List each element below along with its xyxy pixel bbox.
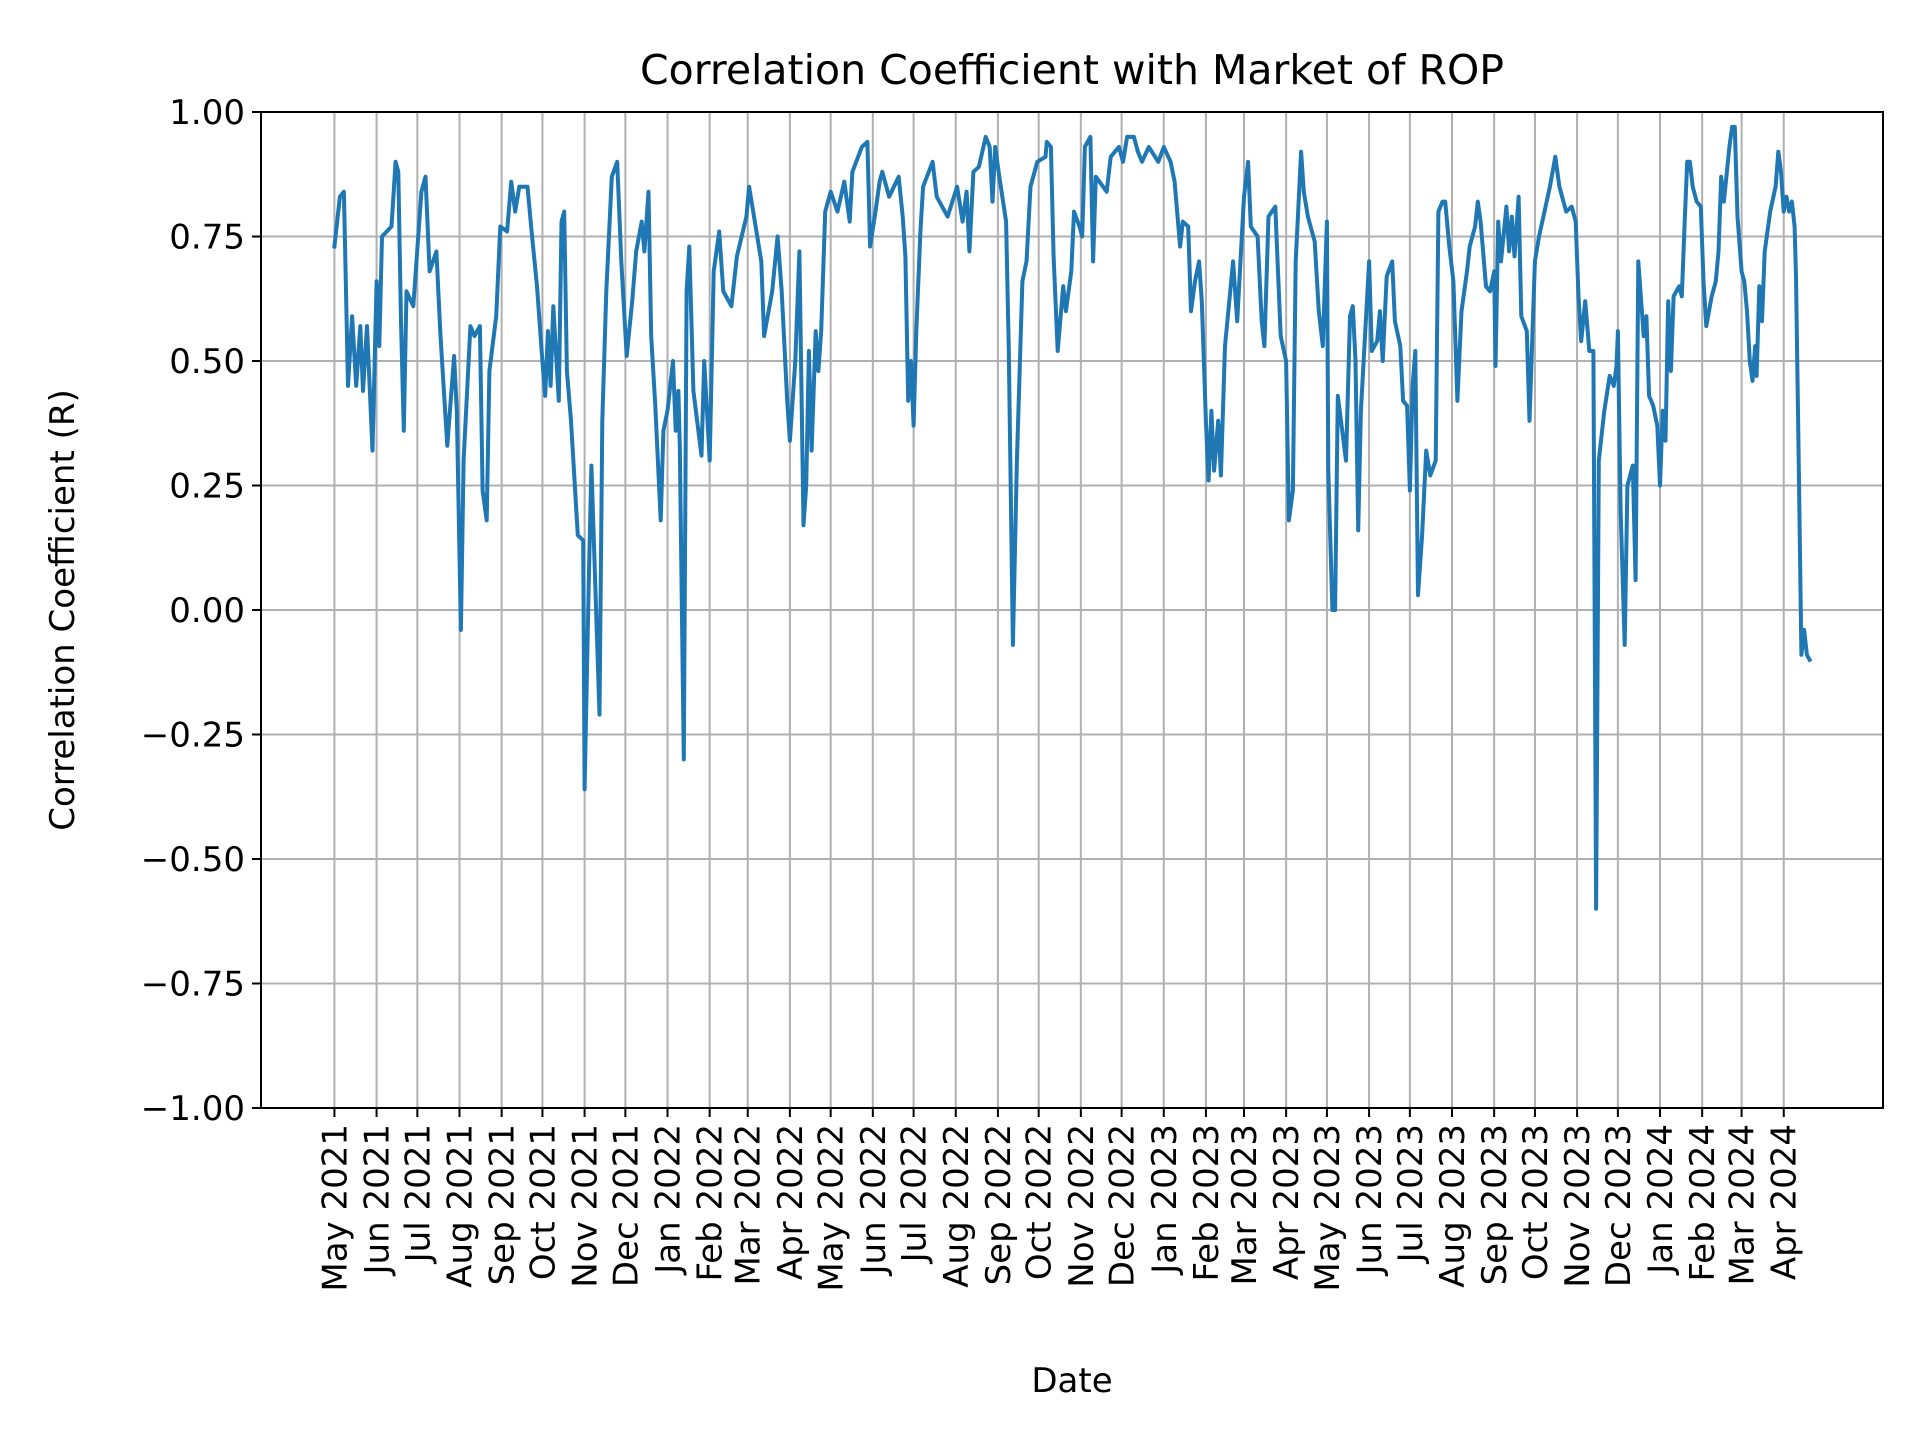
chart-title: Correlation Coefficient with Market of R…: [640, 46, 1504, 94]
ticks: −1.00 −0.75 −0.50 −0.25 0.00 0.25 0.50 0.75 1.00…: [141, 93, 1805, 1292]
x-tick-label: Aug 2021: [441, 1124, 481, 1288]
x-tick-label: Dec 2023: [1599, 1124, 1639, 1287]
y-tick-label: −1.00: [141, 1089, 245, 1129]
x-tick-label: Jul 2022: [895, 1124, 935, 1264]
x-tick-label: Sep 2023: [1475, 1124, 1515, 1285]
x-tick-label: Jun 2021: [358, 1124, 398, 1276]
x-tick-label: Jul 2021: [398, 1124, 438, 1264]
x-tick-label: Oct 2021: [523, 1124, 563, 1280]
y-tick-label: −0.75: [141, 965, 245, 1005]
x-tick-label: Mar 2023: [1225, 1124, 1265, 1285]
x-tick-label: Dec 2021: [606, 1124, 646, 1287]
x-tick-label: Oct 2022: [1020, 1124, 1060, 1280]
x-tick-label: Jan 2022: [649, 1124, 689, 1276]
x-tick-label: May 2022: [812, 1124, 852, 1292]
y-tick-label: 0.75: [169, 218, 245, 258]
x-tick-label: Nov 2023: [1558, 1124, 1598, 1288]
x-tick-label: May 2021: [315, 1124, 355, 1292]
x-tick-label: Sep 2022: [979, 1124, 1019, 1285]
y-tick-label: 0.00: [169, 591, 245, 631]
x-tick-label: Feb 2024: [1683, 1124, 1723, 1282]
x-tick-label: Feb 2022: [691, 1124, 731, 1282]
series-group: [332, 124, 1813, 911]
x-tick-label: Jan 2023: [1145, 1124, 1185, 1276]
x-tick-label: Dec 2022: [1103, 1124, 1143, 1287]
x-tick-label: Nov 2022: [1062, 1124, 1102, 1288]
x-axis-label: Date: [1031, 1361, 1112, 1401]
y-tick-label: −0.50: [141, 840, 245, 880]
x-tick-label: May 2023: [1308, 1124, 1348, 1292]
y-tick-label: 0.50: [169, 342, 245, 382]
x-tick-label: Nov 2021: [566, 1124, 606, 1288]
y-tick-label: 1.00: [169, 93, 245, 133]
x-tick-label: Jun 2022: [854, 1124, 894, 1276]
x-tick-label: Jun 2023: [1350, 1124, 1390, 1276]
x-tick-label: Mar 2022: [729, 1124, 769, 1285]
x-tick-label: Jan 2024: [1641, 1124, 1681, 1276]
series-line: [332, 124, 1813, 911]
y-axis-label: Correlation Coefficient (R): [43, 389, 83, 831]
x-tick-label: Oct 2023: [1516, 1124, 1556, 1280]
x-tick-label: Mar 2024: [1723, 1124, 1763, 1285]
x-tick-label: Feb 2023: [1187, 1124, 1227, 1282]
y-tick-label: 0.25: [169, 467, 245, 507]
y-tick-label: −0.25: [141, 716, 245, 756]
x-tick-label: Jul 2023: [1391, 1124, 1431, 1264]
x-tick-label: Apr 2022: [771, 1124, 811, 1280]
x-tick-label: Aug 2023: [1433, 1124, 1473, 1288]
x-tick-label: Sep 2021: [483, 1124, 523, 1285]
x-tick-label: Apr 2024: [1765, 1124, 1805, 1280]
x-tick-label: Aug 2022: [937, 1124, 977, 1288]
x-tick-label: Apr 2023: [1267, 1124, 1307, 1280]
